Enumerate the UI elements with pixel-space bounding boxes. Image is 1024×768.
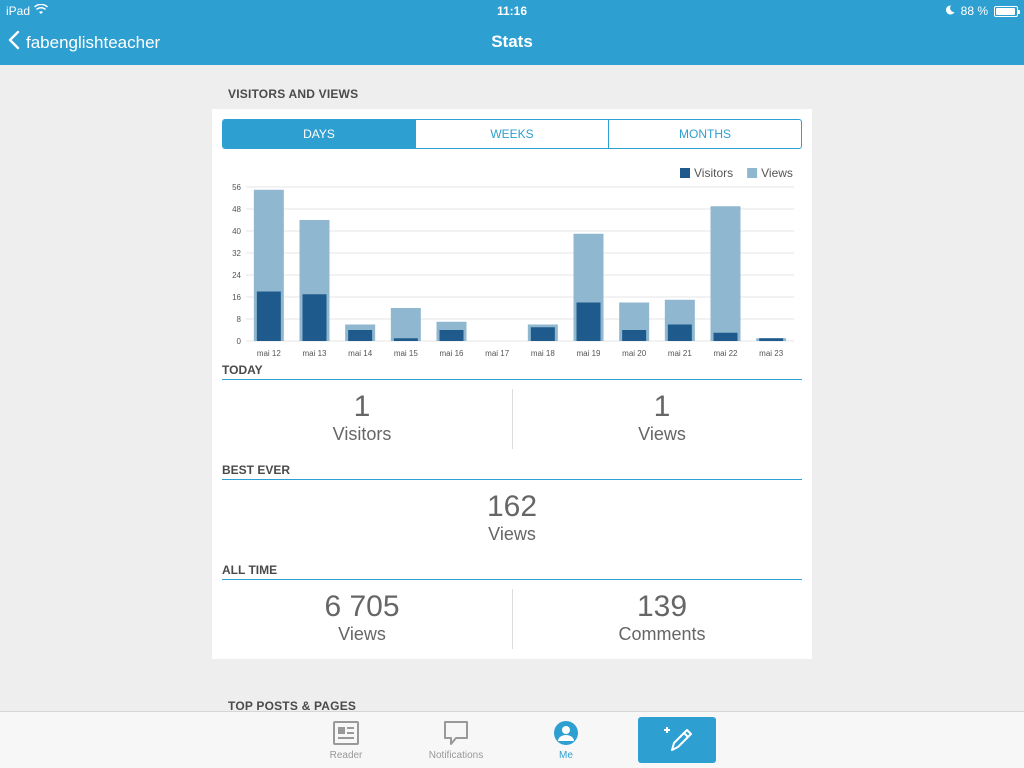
top-posts-heading: TOP POSTS & PAGES (228, 699, 357, 713)
bar-visitors (622, 330, 647, 341)
bar-visitors (348, 330, 373, 341)
today-views-label: Views (638, 424, 686, 444)
all-time-divider (512, 589, 513, 649)
tab-months[interactable]: MONTHS (608, 120, 801, 148)
battery-percent: 88 % (960, 4, 988, 18)
all-time-views-stat: 6 705 Views (222, 591, 502, 645)
stats-card: DAYS WEEKS MONTHS 0 8 16 24 32 40 48 56 mai 12 ma… (212, 109, 812, 659)
all-time-comments-value: 139 (636, 590, 688, 623)
today-views-value: 1 (653, 390, 671, 423)
bar-visitors (667, 324, 692, 341)
x-tick-label: mai 13 (302, 349, 327, 358)
today-divider (512, 389, 513, 449)
all-time-views-value: 6 705 (324, 590, 400, 623)
bar-visitors (576, 302, 601, 341)
best-ever-stat: 162 Views (222, 491, 802, 545)
navigation-bar: fabenglishteacher Stats (0, 22, 1024, 65)
reader-label: Reader (329, 750, 363, 761)
x-tick-label: mai 23 (759, 349, 784, 358)
y-tick-label: 16 (232, 293, 241, 302)
today-visitors-stat: 1 Visitors (222, 391, 502, 445)
bottom-tab-bar: Reader Notifications Me (0, 711, 1024, 768)
chevron-left-icon (8, 30, 20, 55)
speech-bubble-icon (444, 721, 468, 745)
all-time-views-label: Views (338, 624, 386, 644)
bar-views (390, 308, 421, 341)
device-name: iPad (6, 4, 31, 18)
x-tick-label: mai 21 (668, 349, 693, 358)
new-post-button[interactable] (638, 717, 716, 763)
visitors-views-chart: 0 8 16 24 32 40 48 56 mai 12 mai 13 mai 14 mai 15 ma… (232, 166, 794, 358)
best-ever-heading: BEST EVER (222, 463, 802, 480)
y-tick-label: 24 (232, 271, 241, 280)
page-title: Stats (491, 32, 533, 51)
x-tick-label: mai 20 (622, 349, 647, 358)
y-tick-label: 56 (232, 183, 241, 192)
x-tick-label: mai 18 (531, 349, 556, 358)
tab-notifications[interactable]: Notifications (416, 720, 496, 761)
user-avatar-icon (554, 721, 578, 745)
all-time-heading: ALL TIME (222, 563, 802, 580)
me-label: Me (559, 750, 573, 761)
y-tick-label: 32 (232, 249, 241, 258)
moon-icon (945, 4, 955, 18)
bar-visitors (256, 291, 281, 341)
wifi-icon (34, 3, 49, 18)
x-tick-label: mai 22 (713, 349, 738, 358)
legend-label: Views (761, 166, 793, 180)
best-ever-label: Views (488, 524, 536, 544)
y-tick-label: 48 (232, 205, 241, 214)
x-tick-label: mai 14 (348, 349, 373, 358)
bar-visitors (530, 327, 555, 341)
today-heading: TODAY (222, 363, 802, 380)
x-tick-label: mai 16 (439, 349, 464, 358)
visitors-views-heading: VISITORS AND VIEWS (228, 87, 359, 101)
x-tick-label: mai 19 (576, 349, 601, 358)
back-button[interactable]: fabenglishteacher (8, 30, 160, 55)
period-tabs: DAYS WEEKS MONTHS (222, 119, 802, 149)
tab-weeks[interactable]: WEEKS (415, 120, 608, 148)
legend-swatch (747, 168, 758, 178)
all-time-comments-label: Comments (618, 624, 706, 644)
today-visitors-label: Visitors (332, 424, 392, 444)
status-bar: iPad 11:16 88 % (0, 0, 1024, 22)
back-label: fabenglishteacher (26, 32, 161, 52)
y-tick-label: 0 (237, 337, 242, 346)
bar-visitors (759, 338, 784, 341)
bar-visitors (393, 338, 418, 341)
today-views-stat: 1 Views (522, 391, 802, 445)
top-header: iPad 11:16 88 % fabenglishteacher Stats (0, 0, 1024, 65)
today-visitors-value: 1 (353, 390, 371, 423)
clock: 11:16 (496, 4, 528, 18)
tab-me[interactable]: Me (526, 720, 606, 761)
battery-icon (994, 5, 1020, 17)
x-tick-label: mai 17 (485, 349, 510, 358)
legend-label: Visitors (694, 166, 733, 180)
bar-visitors (713, 332, 738, 341)
y-tick-label: 8 (237, 315, 242, 324)
x-tick-label: mai 12 (257, 349, 282, 358)
legend-swatch (680, 168, 690, 178)
bar-visitors (302, 294, 327, 341)
all-time-comments-stat: 139 Comments (522, 591, 802, 645)
tab-days[interactable]: DAYS (223, 120, 415, 148)
compose-pencil-icon (664, 727, 692, 751)
x-tick-label: mai 15 (394, 349, 419, 358)
bar-visitors (439, 330, 464, 341)
best-ever-value: 162 (486, 490, 538, 523)
y-tick-label: 40 (232, 227, 241, 236)
device-indicator: iPad (6, 3, 49, 18)
bar-views (710, 206, 741, 341)
reader-icon (333, 721, 359, 745)
notifications-label: Notifications (428, 750, 484, 761)
tab-reader[interactable]: Reader (306, 720, 386, 761)
status-right: 88 % (945, 4, 1020, 18)
